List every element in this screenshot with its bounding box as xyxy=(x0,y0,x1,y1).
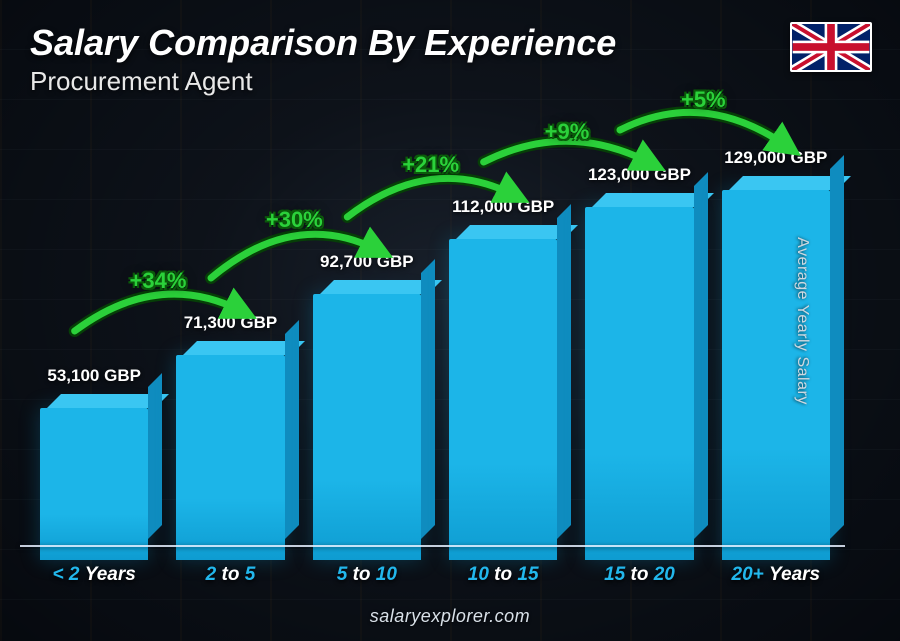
bar-container: 53,100 GBP 71,300 GBP 92,700 GBP 112,000 GB… xyxy=(30,120,840,546)
bar xyxy=(313,294,421,560)
increase-percentage: +21% xyxy=(402,152,459,178)
bar-value-label: 92,700 GBP xyxy=(320,252,414,272)
y-axis-label: Average Yearly Salary xyxy=(793,237,811,405)
bar-value-label: 123,000 GBP xyxy=(588,165,691,185)
increase-percentage: +30% xyxy=(266,207,323,233)
bar-value-label: 129,000 GBP xyxy=(724,148,827,168)
increase-percentage: +5% xyxy=(681,87,726,113)
bar-slot: 53,100 GBP xyxy=(40,366,148,546)
x-axis-label: 2 to 5 xyxy=(176,564,284,586)
bar-value-label: 53,100 GBP xyxy=(47,366,141,386)
bar xyxy=(449,239,557,560)
chart-title: Salary Comparison By Experience xyxy=(30,22,616,64)
chart-baseline xyxy=(20,545,845,547)
chart-subtitle: Procurement Agent xyxy=(30,66,616,97)
salary-chart: 53,100 GBP 71,300 GBP 92,700 GBP 112,000 GB… xyxy=(30,120,840,546)
country-flag-icon xyxy=(790,22,872,72)
x-axis: < 2 Years 2 to 5 5 to 10 10 to 15 15 to 20 20… xyxy=(30,564,840,586)
bar-slot: 112,000 GBP xyxy=(449,197,557,546)
x-axis-label: 15 to 20 xyxy=(585,564,693,586)
bar xyxy=(585,207,693,560)
bar-value-label: 71,300 GBP xyxy=(184,313,278,333)
x-axis-label: < 2 Years xyxy=(40,564,148,586)
bar xyxy=(40,408,148,560)
increase-percentage: +9% xyxy=(545,119,590,145)
increase-percentage: +34% xyxy=(130,268,187,294)
bar xyxy=(722,190,830,560)
x-axis-label: 5 to 10 xyxy=(313,564,421,586)
bar xyxy=(176,355,284,560)
bar-value-label: 112,000 GBP xyxy=(452,197,554,217)
bar-slot: 129,000 GBP xyxy=(722,148,830,546)
bar-slot: 71,300 GBP xyxy=(176,313,284,546)
bar-slot: 123,000 GBP xyxy=(585,165,693,546)
source-footer: salaryexplorer.com xyxy=(0,606,900,627)
x-axis-label: 10 to 15 xyxy=(449,564,557,586)
x-axis-label: 20+ Years xyxy=(722,564,830,586)
title-block: Salary Comparison By Experience Procurem… xyxy=(30,22,616,97)
bar-slot: 92,700 GBP xyxy=(313,252,421,546)
